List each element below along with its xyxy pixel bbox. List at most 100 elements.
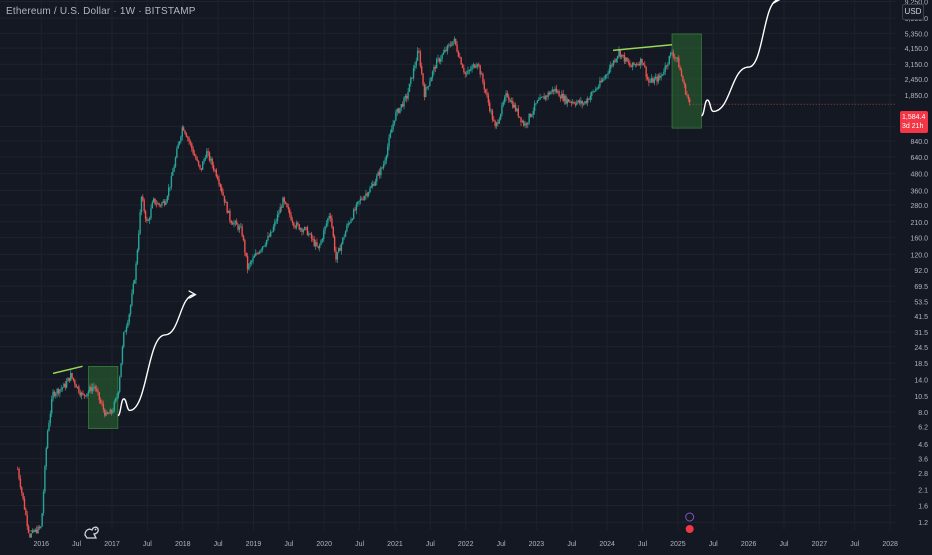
candle-body: [403, 97, 405, 107]
candle-body: [683, 81, 685, 85]
candle-body: [263, 245, 265, 247]
candle-body: [278, 213, 280, 215]
candle-body: [514, 104, 517, 111]
candle-body: [235, 221, 238, 225]
candle-body: [638, 63, 641, 66]
price-axis[interactable]: 1.2 1.6 2.1 2.8 3.6 4.6 6.2 8.0 10.5 14.0 18.5 24.5…: [905, 0, 928, 527]
candle-body: [173, 166, 175, 172]
candle-body: [302, 230, 305, 232]
candle-body: [22, 492, 24, 499]
event-markers[interactable]: [685, 512, 695, 533]
candle-body: [441, 54, 443, 59]
candle-body: [242, 235, 245, 241]
candle-body: [493, 119, 495, 122]
candle-body: [329, 215, 332, 219]
candle-body: [280, 207, 283, 209]
candle-body: [21, 487, 23, 493]
y-tick-label: 2,450.0: [905, 77, 928, 84]
candle-body: [323, 230, 325, 240]
candle-body: [450, 45, 453, 47]
candle-body: [667, 63, 669, 67]
candle-body: [377, 172, 379, 176]
candle-body: [305, 227, 307, 228]
candle-body: [37, 526, 39, 534]
candle-body: [87, 391, 90, 394]
candle-body: [435, 59, 438, 69]
x-tick-label: 2027: [812, 541, 828, 548]
time-axis[interactable]: 2016 Jul 2017 Jul 2018 Jul 2019 Jul 2020 Jul 2021 J…: [33, 541, 898, 548]
candle-body: [218, 179, 220, 185]
projection-arrow: [701, 0, 778, 117]
candle-body: [276, 214, 279, 222]
x-tick-label: 2026: [741, 541, 757, 548]
candle-body: [351, 218, 354, 220]
candle-body: [532, 111, 534, 115]
candle-body: [516, 108, 518, 111]
candle-body: [48, 423, 50, 431]
y-tick-label: 1,850.0: [905, 93, 928, 100]
candle-body: [430, 77, 432, 82]
y-tick-label: 360.0: [910, 188, 928, 195]
candle-body: [23, 498, 26, 510]
candle-body: [197, 160, 200, 165]
candle-body: [426, 86, 428, 88]
candle-body: [354, 209, 356, 211]
candle-body: [362, 199, 364, 201]
candle-body: [508, 96, 510, 100]
y-tick-label: 160.0: [910, 236, 928, 243]
candle-body: [472, 64, 475, 67]
candle-body: [548, 92, 551, 95]
candle-body: [78, 386, 80, 393]
candle-body: [233, 222, 235, 225]
candle-body: [50, 399, 53, 414]
candle-body: [386, 146, 389, 156]
y-tick-label: 9,250.0: [905, 0, 928, 7]
candle-body: [261, 246, 264, 250]
candle-body: [672, 52, 675, 57]
candle-body: [495, 122, 498, 127]
candle-body: [154, 198, 156, 205]
candle-body: [569, 101, 571, 103]
candle-body: [241, 226, 243, 236]
candle-body: [629, 62, 631, 66]
candle-body: [207, 151, 209, 153]
y-tick-label: 480.0: [910, 172, 928, 179]
candle-body: [40, 526, 42, 528]
candle-body: [101, 402, 103, 405]
candle-body: [332, 226, 334, 237]
candle-body: [551, 89, 553, 92]
currency-button[interactable]: USD: [902, 4, 924, 20]
candle-body: [612, 60, 615, 66]
candle-body: [313, 239, 315, 246]
candle-body: [161, 202, 163, 206]
candle-body: [467, 70, 469, 74]
candle-body: [544, 95, 547, 100]
x-tick-label: 2016: [33, 541, 49, 548]
candle-body: [219, 184, 222, 188]
candle-body: [503, 97, 506, 103]
candle-body: [478, 64, 480, 66]
candle-body: [663, 71, 665, 75]
candle-body: [494, 121, 496, 127]
candle-body: [304, 227, 306, 231]
candle-body: [282, 197, 284, 208]
candle-body: [188, 138, 190, 142]
candle-body: [533, 103, 536, 112]
candle-body: [582, 103, 585, 105]
candle-body: [352, 209, 355, 219]
candle-body: [310, 233, 313, 239]
candle-body: [178, 141, 181, 145]
tradingview-logo-icon[interactable]: [82, 522, 102, 540]
candle-body: [114, 398, 117, 402]
candle-body: [339, 248, 341, 251]
candle-body: [518, 116, 521, 118]
candle-body: [577, 100, 579, 103]
candle-body: [388, 137, 390, 147]
candle-body: [49, 413, 52, 424]
candle-body: [442, 52, 445, 55]
candle-body: [404, 96, 407, 98]
candle-body: [554, 88, 556, 92]
candle-body: [227, 210, 230, 213]
